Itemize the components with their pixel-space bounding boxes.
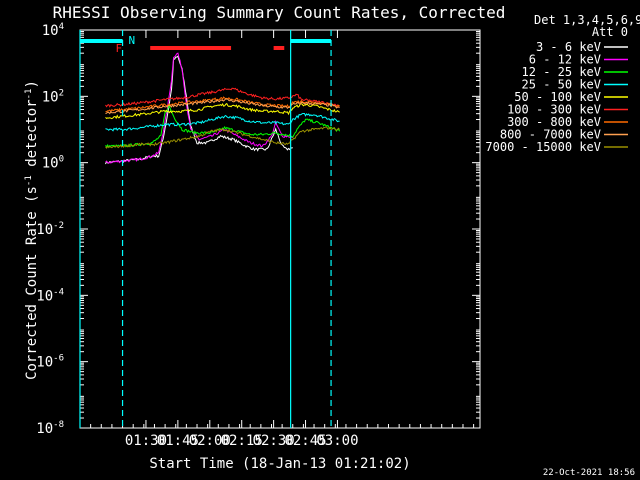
footer-date: 22-Oct-2021 18:56	[543, 468, 635, 478]
x-axis-label: Start Time (18-Jan-13 01:21:02)	[149, 456, 410, 472]
flag-bars: FN	[80, 34, 332, 55]
series-line	[105, 113, 340, 132]
x-tick-label: 02:15	[221, 433, 263, 449]
legend-label: 300 - 800 keV	[507, 115, 601, 129]
y-tick-label: 10-2	[36, 221, 64, 238]
attenuator-lines	[79, 30, 332, 428]
legend-label: 50 - 100 keV	[514, 90, 601, 104]
series-line	[105, 126, 340, 149]
legend-header: Att 0	[592, 25, 628, 39]
x-tick-label: 02:00	[189, 433, 231, 449]
legend-label: 800 - 7000 keV	[500, 128, 601, 142]
flag-bar-segment	[290, 39, 332, 43]
legend-label: 12 - 25 keV	[522, 65, 601, 79]
y-tick-label: 10-4	[36, 287, 64, 304]
y-tick-label: 102	[42, 88, 64, 105]
x-tick-label: 01:30	[125, 433, 167, 449]
flag-bar-segment	[273, 46, 285, 50]
x-tick-label: 02:30	[253, 433, 295, 449]
y-tick-labels: 104 102 100 10-2 10-4 10-6 10-8	[36, 22, 64, 437]
legend-header: Det 1,3,4,5,6,9,	[534, 13, 640, 27]
series-line	[105, 55, 293, 165]
y-tick-label: 10-6	[36, 354, 64, 371]
series-line	[105, 96, 340, 113]
chart-title: RHESSI Observing Summary Count Rates, Co…	[53, 3, 506, 22]
series-line	[105, 98, 340, 115]
y-tick-label: 104	[42, 22, 64, 39]
y-tick-label: 100	[42, 155, 64, 172]
flag-bar-segment	[150, 46, 232, 50]
plot-frame	[79, 29, 481, 429]
series-lines	[105, 52, 341, 165]
legend-label: 6 - 12 keV	[529, 53, 601, 67]
series-line	[105, 104, 341, 149]
series-line	[105, 52, 294, 164]
x-tick-label: 02:45	[284, 433, 326, 449]
y-tick-label: 10-8	[36, 420, 64, 437]
legend-label: 25 - 50 keV	[522, 78, 601, 92]
flag-bar-segment	[80, 39, 123, 43]
legend-label: 3 - 6 keV	[536, 40, 601, 54]
axis-ticks	[79, 29, 480, 429]
flag-letter-f: F	[116, 42, 123, 55]
series-line	[105, 87, 340, 108]
x-tick-label: 01:45	[157, 433, 199, 449]
legend-label: 7000 - 15000 keV	[485, 140, 601, 154]
x-tick-label: 03:00	[316, 433, 358, 449]
legend-label: 100 - 300 keV	[507, 103, 601, 117]
flag-letter-n: N	[129, 34, 136, 47]
y-axis-label: Corrected Count Rate (s-1 detector-1)	[24, 80, 40, 380]
